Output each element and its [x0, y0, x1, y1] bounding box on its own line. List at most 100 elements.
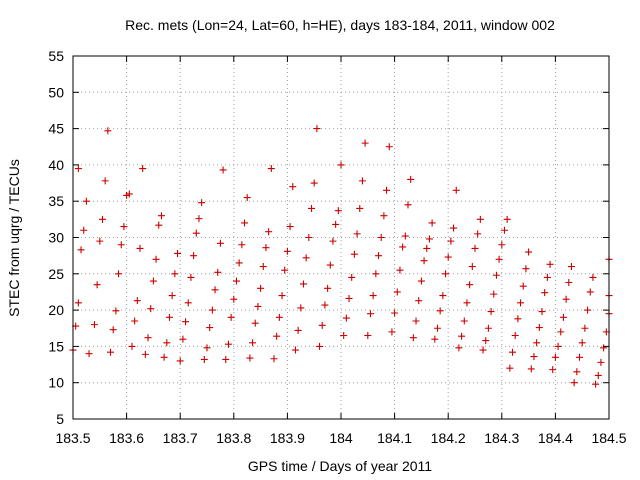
data-point: [455, 344, 463, 352]
data-point: [128, 342, 136, 350]
data-point: [388, 328, 396, 336]
x-tick-label: 184.2: [431, 430, 466, 446]
data-point: [216, 239, 224, 247]
data-point: [208, 306, 216, 314]
data-point: [484, 324, 492, 332]
data-point: [380, 212, 388, 220]
y-tick-label: 10: [48, 375, 64, 391]
data-point: [490, 290, 498, 298]
data-point: [155, 221, 163, 229]
data-point: [503, 215, 511, 223]
data-point: [283, 247, 291, 255]
data-point: [500, 226, 508, 234]
data-point: [152, 255, 160, 263]
data-point: [597, 358, 605, 366]
data-point: [342, 314, 350, 322]
data-point: [420, 257, 428, 265]
y-tick-label: 40: [48, 157, 64, 173]
x-tick-label: 183.6: [109, 430, 144, 446]
data-points: [69, 125, 613, 388]
data-point: [522, 265, 530, 273]
data-point: [275, 313, 283, 321]
y-tick-label: 20: [48, 302, 64, 318]
data-point: [107, 348, 115, 356]
data-point: [340, 332, 348, 340]
x-tick-label: 184: [329, 430, 353, 446]
data-point: [115, 270, 123, 278]
data-point: [377, 234, 385, 241]
data-point: [586, 288, 594, 296]
data-point: [535, 324, 543, 332]
data-point: [353, 230, 361, 238]
data-point: [82, 197, 90, 205]
data-point: [492, 271, 500, 279]
data-point: [318, 321, 326, 329]
data-point: [112, 307, 120, 315]
data-point: [399, 243, 407, 251]
data-point: [428, 219, 436, 227]
data-point: [316, 342, 324, 350]
data-point: [241, 219, 249, 227]
data-point: [383, 186, 391, 194]
data-point: [423, 244, 431, 252]
data-point: [375, 252, 383, 260]
data-point: [476, 215, 484, 223]
data-point: [214, 268, 222, 276]
data-point: [321, 301, 329, 309]
data-point: [198, 199, 206, 207]
data-point: [157, 212, 165, 220]
x-tick-label: 183.5: [55, 430, 90, 446]
data-point: [184, 299, 192, 307]
data-point: [570, 379, 578, 387]
x-tick-label: 183.8: [216, 430, 251, 446]
data-point: [192, 229, 200, 237]
data-point: [361, 139, 369, 147]
data-point: [139, 165, 147, 173]
data-point: [232, 277, 240, 285]
data-point: [372, 270, 380, 278]
data-point: [334, 207, 342, 215]
data-point: [190, 252, 198, 260]
data-point: [262, 244, 270, 252]
data-point: [270, 355, 278, 363]
data-point: [592, 380, 600, 388]
x-tick-label: 183.7: [163, 430, 198, 446]
data-point: [557, 328, 565, 336]
data-point: [278, 292, 286, 300]
data-point: [249, 339, 257, 347]
data-point: [257, 284, 265, 292]
data-point: [431, 335, 439, 343]
data-point: [305, 234, 313, 241]
y-tick-label: 45: [48, 121, 64, 137]
data-point: [337, 161, 345, 169]
data-point: [479, 346, 487, 354]
data-point: [329, 237, 337, 245]
data-point: [511, 332, 519, 340]
data-point: [324, 284, 332, 292]
data-point: [136, 244, 144, 252]
data-point: [348, 273, 356, 281]
y-axis-title: STEC from uqrg / TECUs: [6, 159, 22, 317]
data-point: [85, 350, 93, 358]
x-axis-title: GPS time / Days of year 2011: [248, 458, 432, 474]
data-point: [120, 223, 128, 231]
data-point: [447, 237, 455, 245]
data-point: [200, 355, 208, 363]
data-point: [474, 230, 482, 238]
data-point: [96, 237, 104, 245]
data-point: [299, 280, 307, 288]
data-point: [101, 177, 109, 185]
data-point: [401, 232, 409, 240]
data-point: [509, 348, 517, 356]
data-point: [326, 261, 334, 269]
data-point: [538, 308, 546, 316]
data-point: [141, 350, 149, 358]
data-point: [281, 266, 289, 274]
data-point: [131, 317, 139, 325]
data-point: [391, 309, 399, 317]
data-point: [407, 175, 415, 183]
data-point: [466, 281, 474, 289]
data-point: [559, 313, 567, 321]
data-point: [506, 364, 514, 372]
data-point: [584, 306, 592, 314]
